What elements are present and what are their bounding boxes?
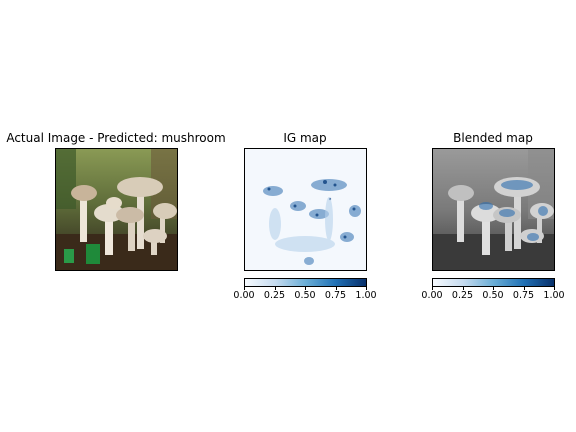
ig-map-colorbar-tick-label: 0.50: [294, 290, 316, 301]
blended-map-colorbar-tick-label: 0.25: [451, 290, 474, 301]
panel-title-actual: Actual Image - Predicted: mushroom: [6, 131, 226, 145]
ig-map-heatmap: [244, 148, 367, 271]
blended-map-colorbar: [432, 278, 555, 287]
blended-map-colorbar-tickmark: [432, 287, 433, 290]
panel-title-blended-map: Blended map: [453, 131, 533, 145]
ig-map-colorbar-tickmark: [305, 287, 306, 290]
ig-map-colorbar: [244, 278, 367, 287]
blended-map-colorbar-tickmark: [554, 287, 555, 290]
blended-map-colorbar-tickmark: [523, 287, 525, 290]
blended-map: [432, 148, 555, 271]
ig-map-colorbar-tick-label: 1.00: [355, 290, 377, 301]
actual-image: [55, 148, 178, 271]
ig-map-colorbar-tick-label: 0.00: [233, 290, 255, 301]
blended-map-colorbar-tick-label: 1.00: [543, 290, 565, 301]
blended-map-colorbar-tickmark: [493, 287, 494, 290]
ig-map-colorbar-tickmark: [274, 287, 276, 290]
mushroom-photo: [56, 149, 177, 270]
ig-attribution-map: [245, 149, 366, 270]
ig-map-colorbar-tick-label: 0.75: [324, 290, 347, 301]
ig-map-colorbar-tickmark: [335, 287, 337, 290]
ig-map-colorbar-tick-label: 0.25: [263, 290, 286, 301]
blended-overlay: [433, 149, 554, 270]
ig-map-colorbar-tickmark: [366, 287, 367, 290]
panel-title-ig-map: IG map: [283, 131, 327, 145]
blended-map-colorbar-tickmark: [462, 287, 464, 290]
blended-map-colorbar-tick-label: 0.75: [512, 290, 535, 301]
blended-map-colorbar-tick-label: 0.50: [482, 290, 504, 301]
blended-map-colorbar-tick-label: 0.00: [421, 290, 443, 301]
ig-map-colorbar-tickmark: [244, 287, 245, 290]
